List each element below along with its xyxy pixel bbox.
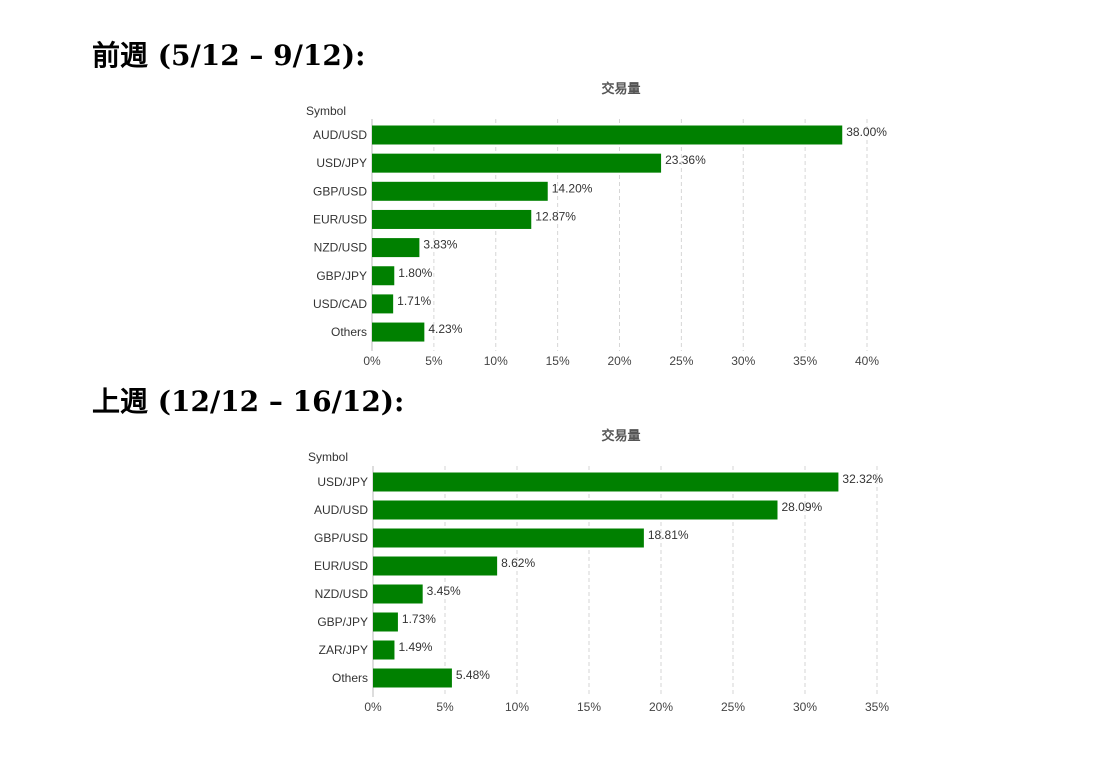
data-label: 32.32% [842,472,883,486]
category-label: NZD/USD [314,241,368,255]
category-label: Others [332,671,368,685]
category-label: GBP/JPY [316,269,367,283]
x-tick-label: 20% [649,700,673,714]
bar [372,181,548,201]
x-tick-label: 30% [793,700,817,714]
x-tick-label: 35% [793,354,817,368]
data-label: 18.81% [648,528,689,542]
section-title-last-week: 上週 (12/12 – 16/12): [92,385,405,418]
section-title-previous-week: 前週 (5/12 – 9/12): [92,39,366,72]
bar [372,294,394,314]
data-label: 28.09% [781,500,822,514]
x-tick-label: 10% [505,700,529,714]
x-tick-label: 30% [731,354,755,368]
data-label: 4.23% [428,322,462,336]
data-label: 12.87% [535,209,576,223]
bar [372,266,395,286]
bar [373,668,452,688]
bar [372,238,420,258]
data-label: 14.20% [552,181,593,195]
category-label: AUD/USD [314,503,368,517]
x-tick-label: 10% [484,354,508,368]
data-label: 1.49% [398,640,432,654]
x-tick-label: 0% [363,354,381,368]
data-label: 1.73% [402,612,436,626]
category-label: AUD/USD [313,128,367,142]
x-tick-label: 15% [546,354,570,368]
data-label: 3.45% [427,584,461,598]
bar [373,500,778,520]
bar [372,153,662,173]
x-tick-label: 25% [669,354,693,368]
bar [373,556,498,576]
y-axis-title: Symbol [306,104,346,118]
category-label: EUR/USD [313,212,367,226]
bar-chart-previous-week: 0% 5% 10% 15% 20% 25% 30% 35% 40% 交易量 Symbol AUD/US… [306,81,887,368]
chart-title: 交易量 [601,81,640,96]
data-label: 8.62% [501,556,535,570]
category-label: Others [331,325,367,339]
data-label: 1.71% [397,294,431,308]
category-label: USD/JPY [316,156,367,170]
x-tick-label: 40% [855,354,879,368]
chart-title: 交易量 [601,428,640,443]
category-label: GBP/JPY [317,615,368,629]
x-tick-label: 20% [607,354,631,368]
data-label: 38.00% [846,125,887,139]
bar [373,640,395,660]
bar [372,322,425,342]
category-label: GBP/USD [313,184,367,198]
category-label: USD/CAD [313,297,367,311]
data-label: 1.80% [398,266,432,280]
bar [373,528,644,548]
category-label: GBP/USD [314,531,368,545]
x-tick-label: 15% [577,700,601,714]
data-label: 5.48% [456,668,490,682]
bar [373,472,839,492]
bar-chart-last-week: 0% 5% 10% 15% 20% 25% 30% 35% 交易量 Symbol USD/JPY 32… [308,428,889,714]
category-label: NZD/USD [315,587,369,601]
bar [372,209,532,229]
x-tick-label: 5% [425,354,443,368]
data-label: 23.36% [665,153,706,167]
y-axis-title: Symbol [308,450,348,464]
category-label: USD/JPY [317,475,368,489]
x-tick-label: 0% [364,700,382,714]
bar [372,125,843,145]
category-label: ZAR/JPY [319,643,368,657]
data-label: 3.83% [423,238,457,252]
x-tick-label: 25% [721,700,745,714]
x-tick-label: 35% [865,700,889,714]
bar [373,584,423,604]
bar [373,612,398,632]
category-label: EUR/USD [314,559,368,573]
x-tick-label: 5% [436,700,454,714]
